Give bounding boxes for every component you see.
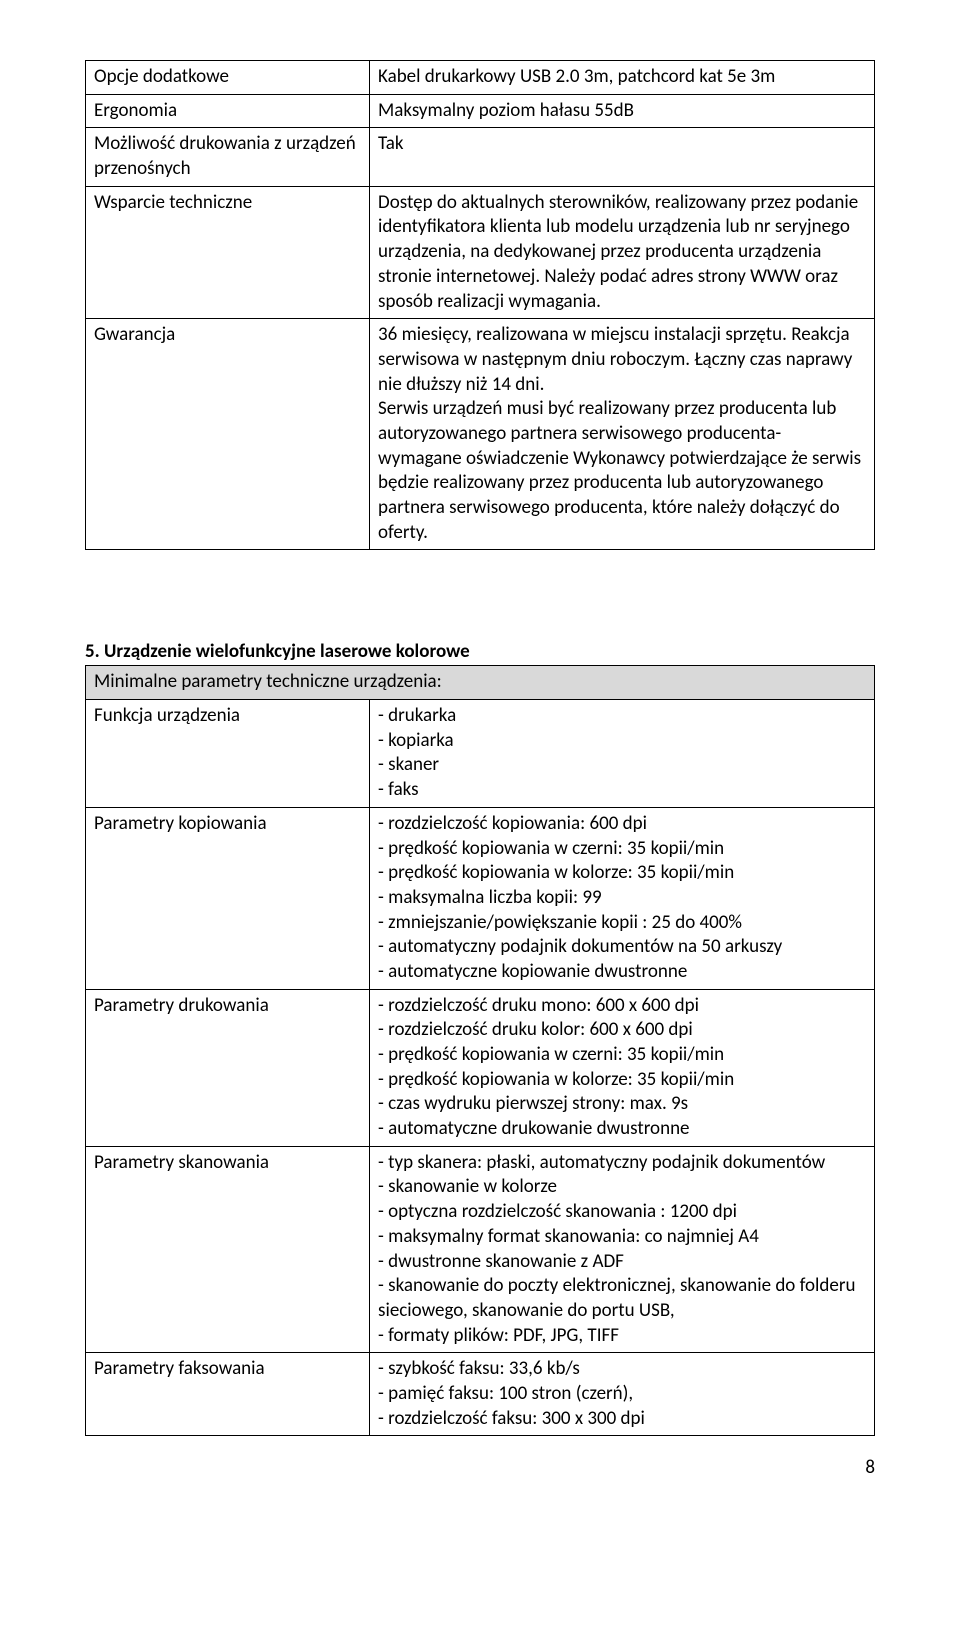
spec-value: Dostęp do aktualnych sterowników, realiz… xyxy=(370,186,875,318)
spec-value: - szybkość faksu: 33,6 kb/s - pamięć fak… xyxy=(370,1353,875,1436)
table-row: Wsparcie techniczne Dostęp do aktualnych… xyxy=(86,186,875,318)
spec-label: Wsparcie techniczne xyxy=(86,186,370,318)
spec-label: Parametry skanowania xyxy=(86,1146,370,1353)
table-row: Możliwość drukowania z urządzeń przenośn… xyxy=(86,128,875,186)
table-row: Funkcja urządzenia - drukarka - kopiarka… xyxy=(86,700,875,808)
section-title: 5. Urządzenie wielofunkcyjne laserowe ko… xyxy=(85,640,875,663)
spec-value: - rozdzielczość druku mono: 600 x 600 dp… xyxy=(370,989,875,1146)
page-number: 8 xyxy=(85,1456,875,1479)
table-row: Gwarancja 36 miesięcy, realizowana w mie… xyxy=(86,319,875,550)
spec-label: Możliwość drukowania z urządzeń przenośn… xyxy=(86,128,370,186)
table-row: Parametry skanowania - typ skanera: płas… xyxy=(86,1146,875,1353)
spec-label: Gwarancja xyxy=(86,319,370,550)
spec-value: - drukarka - kopiarka - skaner - faks xyxy=(370,700,875,808)
table-row: Parametry kopiowania - rozdzielczość kop… xyxy=(86,807,875,989)
spec-value: Kabel drukarkowy USB 2.0 3m, patchcord k… xyxy=(370,61,875,95)
spec-value: - typ skanera: płaski, automatyczny poda… xyxy=(370,1146,875,1353)
spec-value: 36 miesięcy, realizowana w miejscu insta… xyxy=(370,319,875,550)
spec-label: Ergonomia xyxy=(86,94,370,128)
spec-table-1: Opcje dodatkowe Kabel drukarkowy USB 2.0… xyxy=(85,60,875,550)
spec-label: Parametry drukowania xyxy=(86,989,370,1146)
table-row: Parametry faksowania - szybkość faksu: 3… xyxy=(86,1353,875,1436)
table-row: Ergonomia Maksymalny poziom hałasu 55dB xyxy=(86,94,875,128)
spec-value: Tak xyxy=(370,128,875,186)
spec-label: Parametry kopiowania xyxy=(86,807,370,989)
spec-label: Parametry faksowania xyxy=(86,1353,370,1436)
spec-label: Opcje dodatkowe xyxy=(86,61,370,95)
table-row: Opcje dodatkowe Kabel drukarkowy USB 2.0… xyxy=(86,61,875,95)
section-subtitle: Minimalne parametry techniczne urządzeni… xyxy=(86,666,875,700)
spec-value: Maksymalny poziom hałasu 55dB xyxy=(370,94,875,128)
spec-value: - rozdzielczość kopiowania: 600 dpi - pr… xyxy=(370,807,875,989)
spec-table-2: Minimalne parametry techniczne urządzeni… xyxy=(85,665,875,1436)
table-subtitle-row: Minimalne parametry techniczne urządzeni… xyxy=(86,666,875,700)
spec-label: Funkcja urządzenia xyxy=(86,700,370,808)
table-row: Parametry drukowania - rozdzielczość dru… xyxy=(86,989,875,1146)
